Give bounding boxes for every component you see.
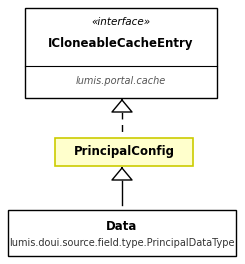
Text: lumis.portal.cache: lumis.portal.cache (76, 76, 166, 86)
Text: Data: Data (106, 219, 138, 233)
Polygon shape (112, 168, 132, 180)
Polygon shape (112, 100, 132, 112)
Text: PrincipalConfig: PrincipalConfig (74, 145, 174, 158)
Bar (8, 210, 236, 256)
Text: «interface»: «interface» (91, 17, 151, 27)
Text: ICloneableCacheEntry: ICloneableCacheEntry (48, 37, 194, 50)
Bar (55, 138, 193, 166)
Text: lumis.doui.source.field.type.PrincipalDataType: lumis.doui.source.field.type.PrincipalDa… (9, 238, 235, 248)
Bar (25, 8, 217, 98)
